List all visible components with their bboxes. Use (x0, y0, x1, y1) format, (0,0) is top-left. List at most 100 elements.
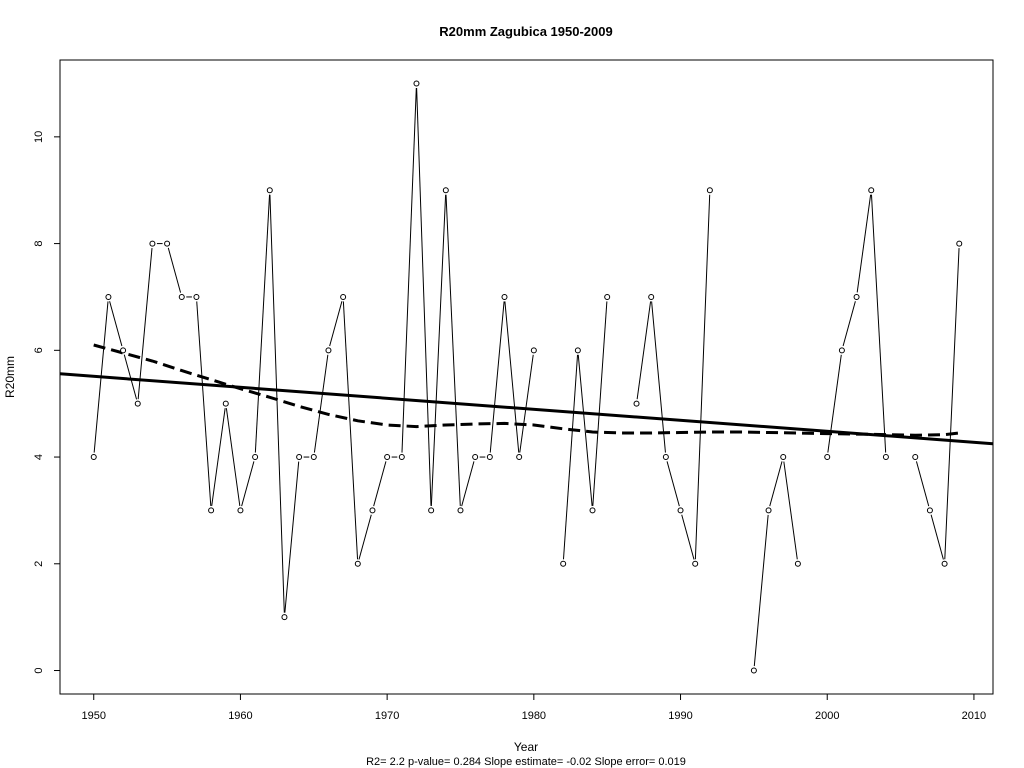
data-point (824, 454, 831, 461)
data-point (442, 187, 449, 194)
data-point (398, 454, 405, 461)
series-segment (416, 87, 432, 506)
data-point (325, 347, 332, 354)
x-tick-label: 1980 (522, 710, 546, 722)
data-point (633, 400, 640, 407)
series-segment (284, 461, 300, 613)
data-point (310, 454, 317, 461)
series-segment (504, 301, 520, 453)
data-point (853, 293, 860, 300)
data-point (340, 293, 347, 300)
series-segment (562, 354, 579, 560)
series-segment (254, 194, 271, 453)
x-tick-label: 1970 (375, 710, 399, 722)
data-point (501, 293, 508, 300)
y-tick-label: 0 (33, 667, 45, 673)
y-axis-label: R20mm (3, 356, 17, 398)
series-segment (373, 461, 387, 507)
y-tick-label: 10 (33, 131, 45, 143)
data-point (193, 293, 200, 300)
data-point (134, 400, 141, 407)
series-segment (211, 408, 226, 507)
series-segment (915, 461, 930, 507)
data-point (648, 293, 655, 300)
series-segment (313, 354, 329, 453)
series-segment (461, 461, 475, 507)
smoothed-trend-line (93, 343, 960, 437)
y-tick-label: 8 (33, 241, 45, 247)
x-axis: 1950 1960 1970 1980 1990 2000 2010 (81, 694, 986, 722)
data-point (604, 293, 611, 300)
data-point (941, 560, 948, 567)
series-segment (930, 514, 944, 560)
y-tick-label: 2 (33, 561, 45, 567)
series-segment (401, 87, 417, 453)
series-segment (870, 194, 887, 453)
plot-frame (59, 59, 994, 695)
series-segment (430, 194, 447, 506)
data-point (589, 507, 596, 514)
data-point (574, 347, 581, 354)
series-segment (856, 194, 872, 293)
data-point (178, 293, 185, 300)
plot-area (60, 80, 993, 674)
x-tick-label: 2010 (962, 710, 986, 722)
series-segment (827, 354, 842, 453)
series-segment (196, 301, 212, 506)
data-point (208, 507, 215, 514)
y-tick-label: 6 (33, 347, 45, 353)
data-point (384, 454, 391, 461)
series-segment (681, 514, 695, 560)
x-tick-label: 1990 (668, 710, 692, 722)
data-point (560, 560, 567, 567)
regression-stats: R2= 2.2 p-value= 0.284 Slope estimate= -… (366, 756, 686, 768)
chart-title: R20mm Zagubica 1950-2009 (439, 24, 612, 39)
data-point (912, 454, 919, 461)
data-point (956, 240, 963, 247)
series-segment (241, 461, 255, 507)
series-segment (577, 354, 593, 506)
series-segment (167, 247, 182, 293)
series-segment (694, 194, 711, 560)
series-segment (342, 301, 359, 560)
data-point (413, 80, 420, 87)
data-point (296, 454, 303, 461)
y-tick-label: 4 (33, 454, 45, 460)
x-tick-label: 2000 (815, 710, 839, 722)
data-point (882, 454, 889, 461)
data-point (149, 240, 156, 247)
y-axis: 0 2 4 6 8 10 (33, 131, 60, 674)
data-point (472, 454, 479, 461)
series-segment (109, 301, 123, 347)
data-point (780, 454, 787, 461)
data-point (926, 507, 933, 514)
data-point (222, 400, 229, 407)
series-segment (651, 301, 666, 453)
data-point (750, 667, 757, 674)
data-point (164, 240, 171, 247)
data-point (530, 347, 537, 354)
series-segment (123, 354, 138, 400)
data-point (281, 614, 288, 621)
data-point (369, 507, 376, 514)
data-point (868, 187, 875, 194)
data-point (662, 454, 669, 461)
series-segment (592, 301, 608, 506)
data-point (90, 454, 97, 461)
data-point (677, 507, 684, 514)
series-segment (358, 514, 372, 560)
series-segment (666, 461, 680, 507)
series-segment (225, 408, 241, 507)
data-point (428, 507, 435, 514)
data-point (120, 347, 127, 354)
series-segment (489, 301, 505, 453)
series-segment (445, 194, 461, 506)
data-point (516, 454, 523, 461)
data-point (692, 560, 699, 567)
series-segment (944, 248, 960, 560)
x-axis-label: Year (514, 740, 538, 754)
series-segment (137, 248, 153, 400)
series-segment (636, 301, 652, 400)
data-point (354, 560, 361, 567)
